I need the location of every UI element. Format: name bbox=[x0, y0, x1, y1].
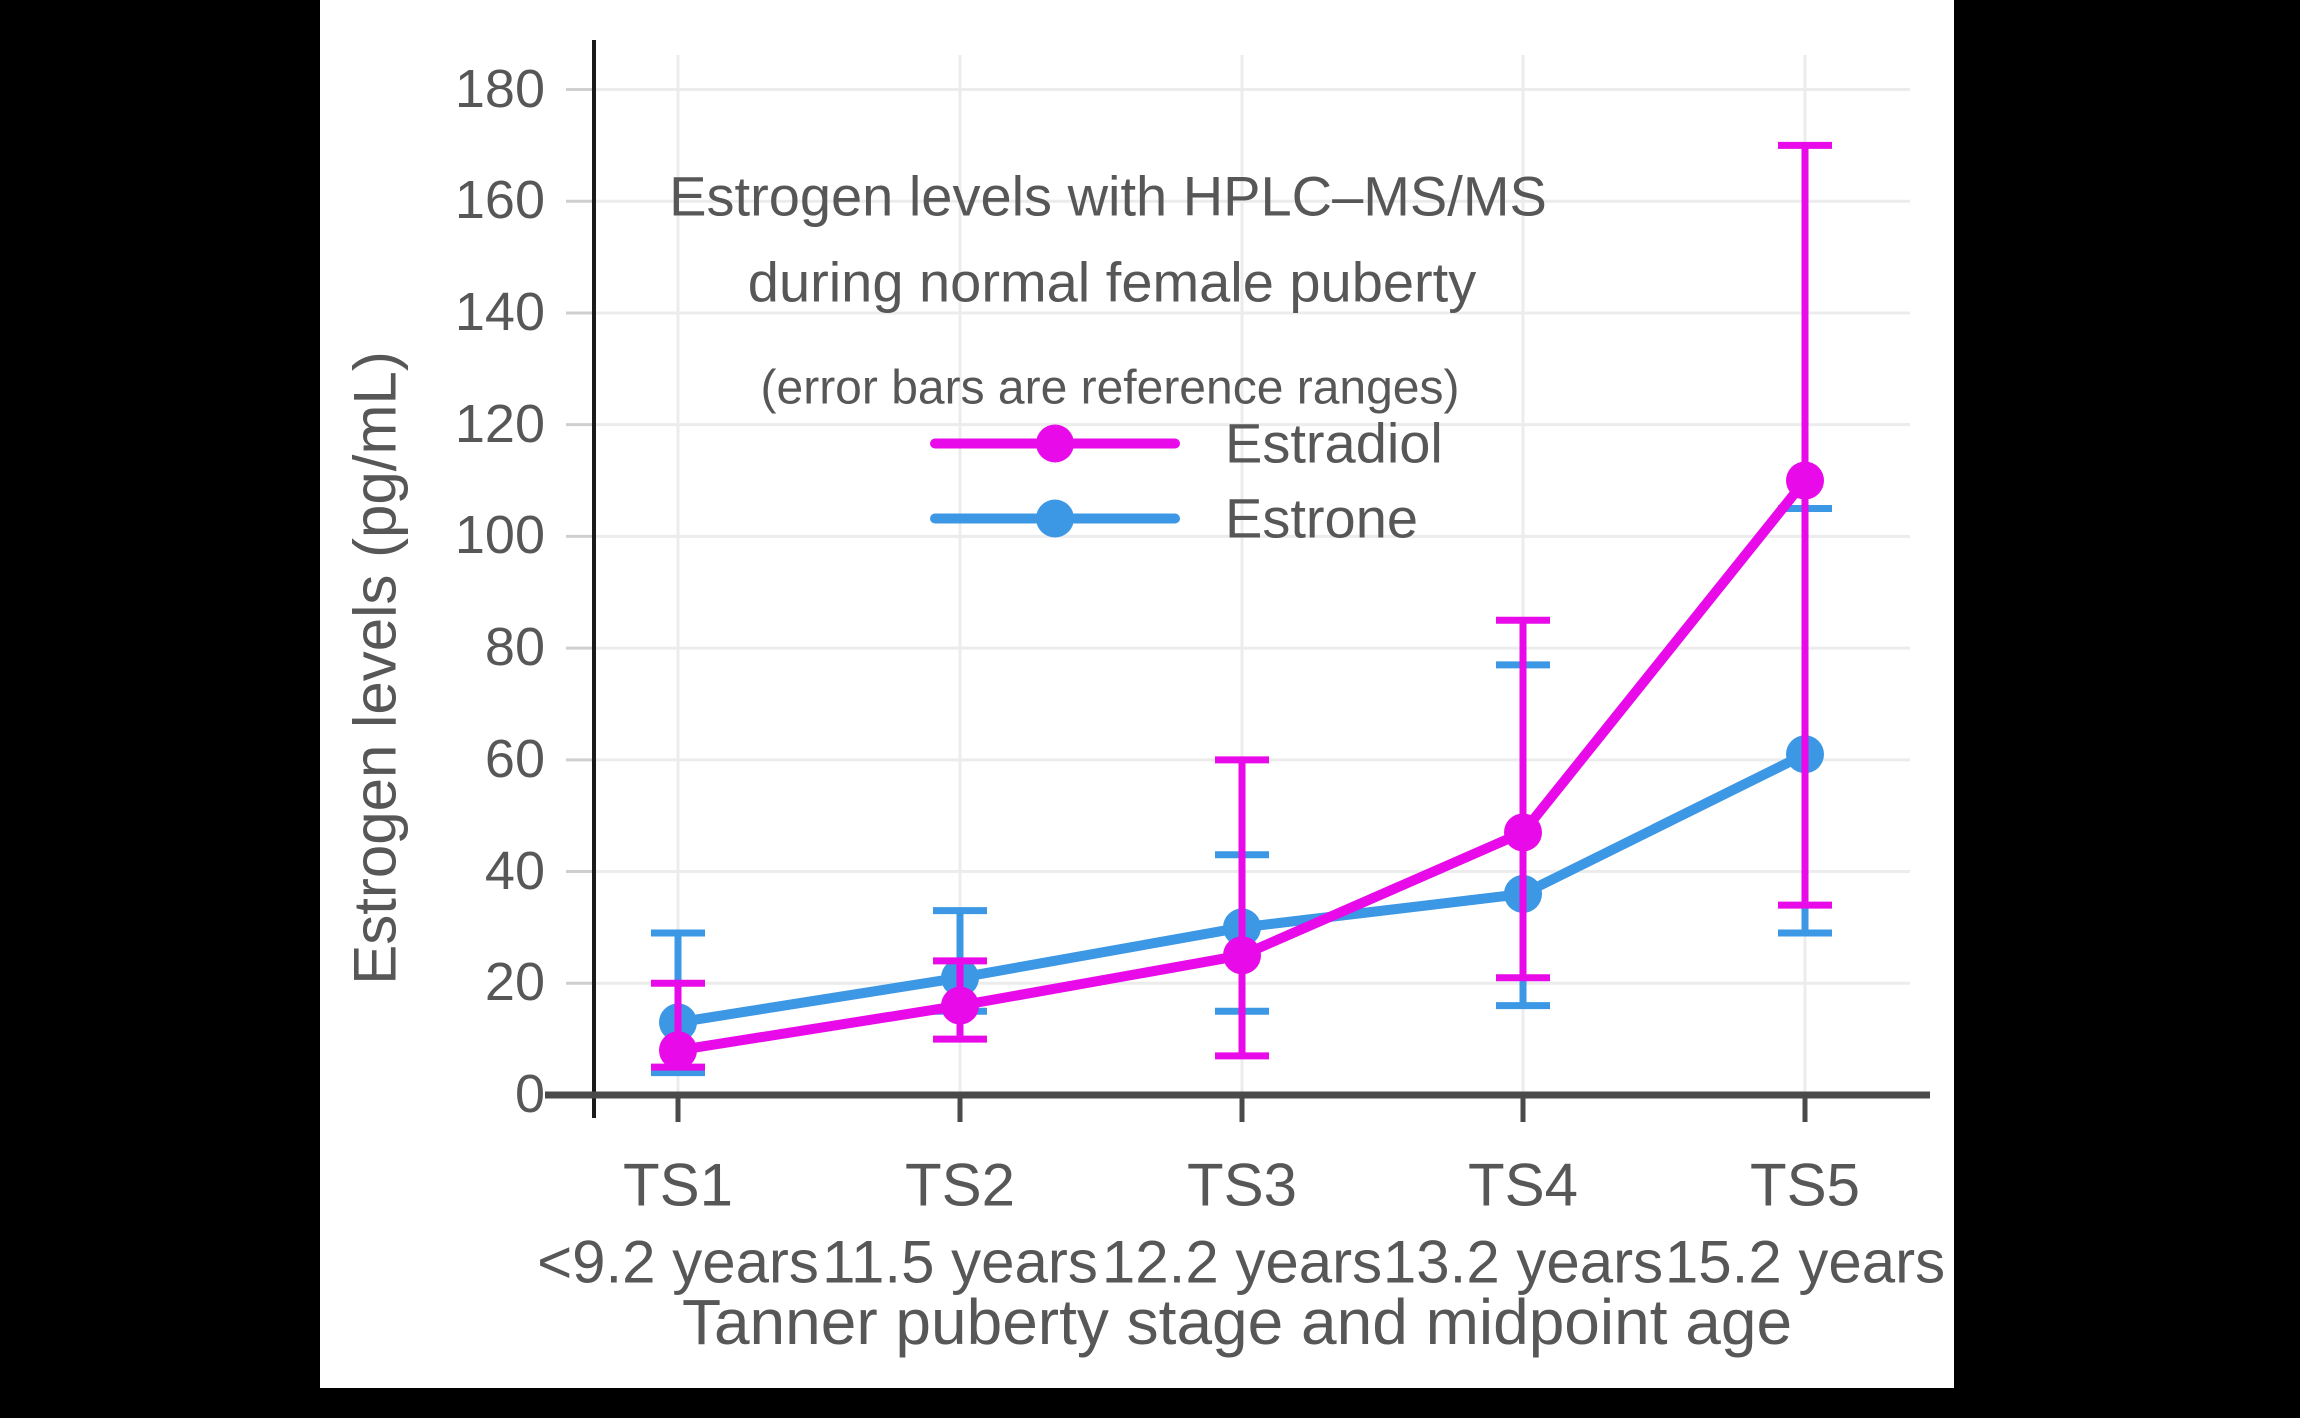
data-point-estradiol-ts1 bbox=[659, 1031, 697, 1070]
y-tick-label-60: 60 bbox=[484, 728, 545, 789]
x-tick-label-ts4: TS4 bbox=[1467, 1151, 1579, 1219]
chart-title-line2: during normal female puberty bbox=[747, 250, 1477, 314]
y-axis-title: Estrogen levels (pg/mL) bbox=[341, 351, 409, 985]
y-tick-label-140: 140 bbox=[454, 281, 545, 342]
y-tick-label-120: 120 bbox=[454, 393, 545, 454]
y-tick-label-0: 0 bbox=[514, 1063, 545, 1124]
x-age-label-ts3: 12.2 years bbox=[1101, 1228, 1383, 1296]
x-tick-label-ts2: TS2 bbox=[904, 1151, 1016, 1219]
x-age-label-ts1: <9.2 years bbox=[537, 1228, 819, 1296]
x-axis-title: Tanner puberty stage and midpoint age bbox=[681, 1286, 1793, 1358]
legend-label-estrone: Estrone bbox=[1225, 486, 1418, 550]
y-tick-label-160: 160 bbox=[454, 169, 545, 230]
legend-marker-estradiol bbox=[1036, 424, 1074, 462]
data-point-estradiol-ts5 bbox=[1786, 461, 1824, 500]
y-tick-label-180: 180 bbox=[454, 58, 545, 119]
chart-title-line1: Estrogen levels with HPLC–MS/MS bbox=[669, 164, 1547, 228]
legend-entry-estrone: Estrone bbox=[930, 486, 1418, 551]
y-tick-label-100: 100 bbox=[454, 505, 545, 566]
x-age-label-ts5: 15.2 years bbox=[1664, 1228, 1946, 1296]
x-tick-label-ts3: TS3 bbox=[1186, 1151, 1298, 1219]
x-tick-label-ts1: TS1 bbox=[622, 1151, 734, 1219]
legend-marker-estrone bbox=[1036, 499, 1074, 537]
legend-label-estradiol: Estradiol bbox=[1225, 411, 1443, 475]
y-tick-label-20: 20 bbox=[484, 952, 545, 1013]
x-age-label-ts2: 11.5 years bbox=[822, 1228, 1098, 1296]
x-age-label-ts4: 13.2 years bbox=[1382, 1228, 1664, 1296]
chart-subtitle: (error bars are reference ranges) bbox=[760, 361, 1460, 415]
x-tick-label-ts5: TS5 bbox=[1749, 1151, 1861, 1219]
legend-entry-estradiol: Estradiol bbox=[930, 411, 1443, 476]
data-point-estradiol-ts3 bbox=[1223, 936, 1261, 975]
y-tick-label-80: 80 bbox=[484, 616, 545, 677]
y-tick-label-40: 40 bbox=[484, 840, 545, 901]
data-point-estradiol-ts2 bbox=[941, 986, 979, 1025]
data-point-estradiol-ts4 bbox=[1504, 813, 1542, 852]
